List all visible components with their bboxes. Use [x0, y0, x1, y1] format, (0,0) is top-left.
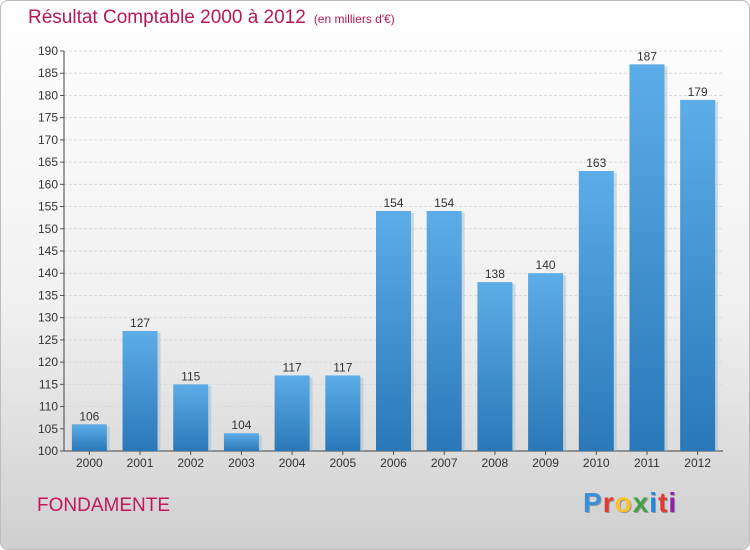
x-tick-label: 2012 — [684, 456, 711, 470]
commune-name: FONDAMENTE — [37, 495, 170, 516]
chart-subtitle: (en milliers d'€) — [313, 12, 395, 26]
logo-letter: i — [668, 487, 678, 518]
y-tick-label: 170 — [38, 133, 58, 147]
y-tick-label: 105 — [38, 422, 58, 436]
y-tick-label: 120 — [38, 355, 58, 369]
bar-value-label: 117 — [283, 360, 302, 374]
bar — [376, 211, 411, 451]
x-tick-label: 2008 — [482, 456, 509, 470]
bar — [680, 99, 716, 451]
bar-value-label: 106 — [79, 409, 99, 423]
bar-value-label: 117 — [333, 360, 352, 374]
y-tick-label: 100 — [38, 444, 58, 458]
bar — [528, 273, 564, 451]
logo-letter: r — [602, 487, 615, 518]
x-tick-label: 2007 — [431, 456, 458, 470]
bar-value-label: 187 — [637, 49, 657, 63]
y-tick-label: 125 — [38, 333, 58, 347]
bar — [274, 375, 310, 451]
x-tick-label: 2004 — [279, 456, 306, 470]
y-tick-label: 155 — [38, 200, 58, 214]
bar-value-label: 154 — [434, 196, 454, 210]
x-tick-label: 2005 — [329, 456, 356, 470]
x-tick-label: 2001 — [127, 456, 154, 470]
chart-title-text: Résultat Comptable 2000 à 2012 — [28, 7, 306, 28]
y-tick-label: 110 — [39, 400, 58, 414]
logo-letter: x — [632, 487, 650, 518]
y-tick-label: 190 — [38, 44, 58, 58]
bar-value-label: 127 — [130, 316, 150, 330]
x-tick-label: 2011 — [634, 456, 660, 470]
y-tick-label: 115 — [39, 377, 58, 391]
bar — [477, 282, 513, 451]
logo-letter: o — [614, 487, 633, 518]
logo-letter: P — [583, 487, 603, 518]
y-tick-label: 180 — [38, 88, 58, 102]
x-tick-label: 2003 — [228, 456, 255, 470]
x-tick-label: 2009 — [532, 456, 559, 470]
bar — [122, 331, 158, 451]
bar-value-label: 140 — [536, 258, 556, 272]
bar — [223, 433, 259, 451]
y-tick-label: 165 — [38, 155, 58, 169]
chart-title: Résultat Comptable 2000 à 2012 (en millie… — [28, 7, 395, 29]
bar-value-label: 154 — [383, 196, 403, 210]
bar — [173, 384, 209, 451]
x-tick-label: 2010 — [583, 456, 610, 470]
logo-letter: t — [658, 487, 669, 518]
y-tick-label: 130 — [38, 311, 58, 325]
y-tick-label: 135 — [38, 288, 58, 302]
y-tick-label: 145 — [38, 244, 58, 258]
y-tick-label: 150 — [38, 222, 58, 236]
bar-value-label: 179 — [688, 85, 708, 99]
bar-value-label: 163 — [586, 156, 606, 170]
x-tick-label: 2002 — [177, 456, 204, 470]
x-tick-label: 2000 — [76, 456, 103, 470]
y-tick-label: 175 — [38, 111, 58, 125]
bar-value-label: 104 — [231, 418, 251, 432]
bar — [426, 211, 462, 451]
bar — [71, 424, 107, 451]
bar — [629, 64, 665, 452]
bar — [578, 171, 614, 451]
y-tick-label: 160 — [38, 177, 58, 191]
bar-value-label: 138 — [485, 267, 505, 281]
y-tick-label: 185 — [38, 66, 58, 80]
bar-value-label: 115 — [181, 369, 200, 383]
x-tick-label: 2006 — [380, 456, 407, 470]
proxiti-logo: Proxiti — [583, 487, 677, 519]
bar — [325, 375, 361, 451]
logo-letter: i — [649, 487, 659, 518]
y-tick-label: 140 — [38, 266, 58, 280]
